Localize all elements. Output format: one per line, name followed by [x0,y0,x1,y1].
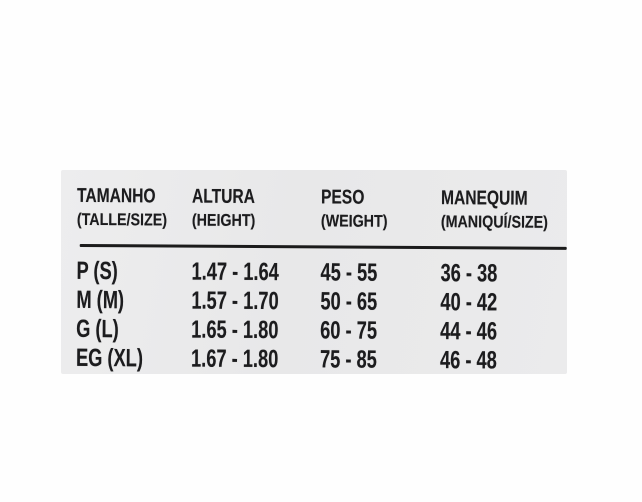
cell-value: 75 - 85 [319,345,377,374]
table-row-p-s: P (S) 1.47 - 1.64 45 - 55 36 - 38 [60,257,566,289]
table-body: P (S) 1.47 - 1.64 45 - 55 36 - 38 M (M) [60,257,567,376]
table-row-eg-xl: EG (XL) 1.67 - 1.80 75 - 85 46 - 48 [60,344,566,376]
cell-weight-range: 50 - 65 [320,287,440,317]
column-header-label: MANEQUIM [440,187,528,210]
cell-value: 50 - 65 [320,287,378,316]
cell-size: G (L) [76,315,191,345]
size-chart-table: TAMANHO ALTURA PESO MANEQUIM (TALLE/SIZE… [60,170,567,377]
cell-value: 1.65 - 1.80 [191,315,279,345]
cell-value: 46 - 48 [439,346,497,375]
cell-size: M (M) [76,286,191,316]
cell-size: P (S) [76,257,191,287]
table-header-row: TAMANHO ALTURA PESO MANEQUIM [61,170,567,211]
cell-height-range: 1.47 - 1.64 [191,258,320,288]
column-subheader-weight: (WEIGHT) [321,209,441,233]
cell-mannequin-range: 44 - 46 [440,317,566,347]
cell-value: M (M) [76,285,125,315]
cell-height-range: 1.57 - 1.70 [191,287,320,317]
column-header-label: TAMANHO [76,184,156,208]
cell-value: EG (XL) [75,343,144,373]
column-subheader-height: (HEIGHT) [192,209,321,233]
header-divider [79,243,567,250]
cell-value: 45 - 55 [320,258,378,287]
column-subheader-maniqui-size: (MANIQUÍ/SIZE) [441,210,569,234]
cell-value: 36 - 38 [440,259,498,288]
column-header-peso: PESO [321,185,441,210]
size-chart-panel: TAMANHO ALTURA PESO MANEQUIM (TALLE/SIZE… [61,170,567,374]
cell-height-range: 1.65 - 1.80 [191,316,320,346]
column-subheader-label: (WEIGHT) [320,211,388,231]
column-header-tamanho: TAMANHO [77,184,192,209]
column-subheader-talle-size: (TALLE/SIZE) [77,208,192,232]
table-row-g-l: G (L) 1.65 - 1.80 60 - 75 44 - 46 [60,315,566,347]
cell-weight-range: 75 - 85 [320,345,440,375]
cell-value: 1.67 - 1.80 [190,344,279,374]
cell-weight-range: 45 - 55 [320,258,440,288]
cell-value: P (S) [76,256,118,286]
cell-size: EG (XL) [76,344,191,374]
table-subheader-row: (TALLE/SIZE) (HEIGHT) (WEIGHT) (MANIQUÍ/… [61,208,567,234]
cell-mannequin-range: 46 - 48 [440,346,566,376]
cell-value: 60 - 75 [320,316,378,345]
column-subheader-label: (TALLE/SIZE) [76,209,168,230]
cell-value: 1.57 - 1.70 [191,286,279,316]
cell-height-range: 1.67 - 1.80 [191,345,320,375]
cell-value: 44 - 46 [440,317,498,346]
column-subheader-label: (HEIGHT) [191,210,256,231]
table-row-m-m: M (M) 1.57 - 1.70 50 - 65 40 - 42 [60,286,566,318]
cell-mannequin-range: 40 - 42 [440,288,566,318]
column-subheader-label: (MANIQUÍ/SIZE) [440,212,549,232]
cell-value: 40 - 42 [440,288,498,317]
cell-mannequin-range: 36 - 38 [440,259,566,289]
column-header-altura: ALTURA [192,185,321,210]
cell-weight-range: 60 - 75 [320,316,440,346]
cell-value: 1.47 - 1.64 [191,257,279,287]
column-header-label: PESO [320,186,365,209]
cell-value: G (L) [76,314,119,344]
column-header-label: ALTURA [191,185,256,209]
column-header-manequim: MANEQUIM [441,186,567,211]
